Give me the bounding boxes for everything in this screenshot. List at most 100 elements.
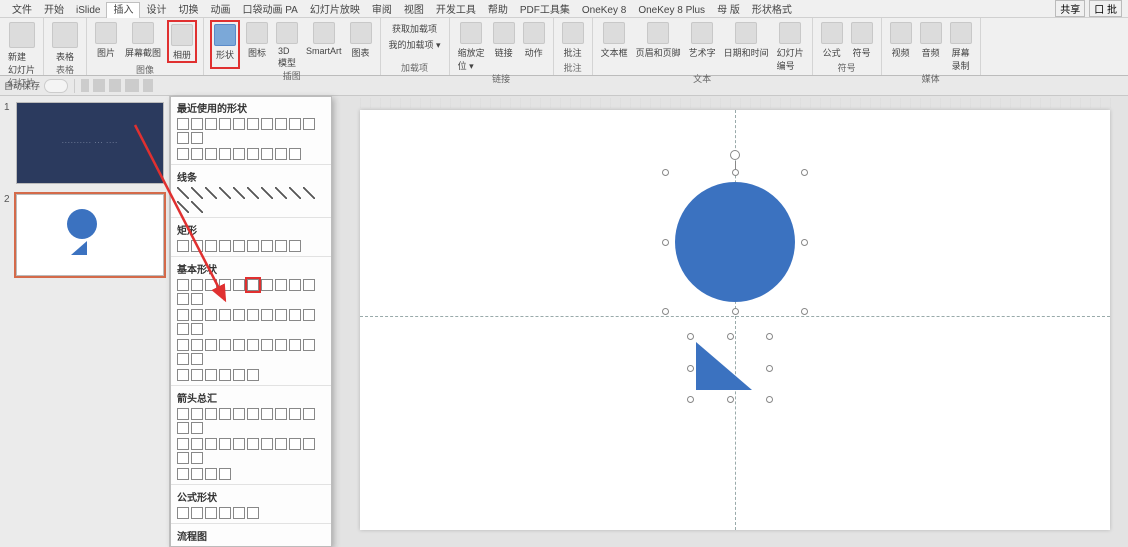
shape-option[interactable] [289,438,301,450]
shape-option[interactable] [247,408,259,420]
shape-option[interactable] [247,240,259,252]
menu-tab[interactable]: 切换 [172,3,204,18]
ribbon-button[interactable]: 文本框 [599,20,630,72]
shape-option[interactable] [303,187,315,199]
shape-option[interactable] [289,309,301,321]
circle-shape-selection[interactable] [665,172,805,312]
shape-option[interactable] [219,187,231,199]
qat-button[interactable] [151,79,153,92]
shape-option[interactable] [177,201,189,213]
ribbon-button[interactable]: 公式 [819,20,845,61]
shape-option[interactable] [177,452,189,464]
shape-option[interactable] [205,279,217,291]
resize-handle[interactable] [766,396,773,403]
shape-option[interactable] [205,187,217,199]
ribbon-button[interactable]: 艺术字 [687,20,718,72]
shape-option[interactable] [177,353,189,365]
shape-option[interactable] [219,369,231,381]
ribbon-button[interactable]: 形状 [210,20,240,69]
rotate-handle[interactable] [730,150,740,160]
shape-option[interactable] [191,438,203,450]
menu-tab[interactable]: 开始 [38,3,70,18]
ribbon-button[interactable]: 动作 [521,20,547,72]
shape-option[interactable] [275,187,287,199]
shape-option[interactable] [233,408,245,420]
shape-option[interactable] [261,408,273,420]
resize-handle[interactable] [687,333,694,340]
shape-option[interactable] [205,118,217,130]
qat-button[interactable] [119,79,121,92]
resize-handle[interactable] [727,333,734,340]
comments-button[interactable]: 口 批 [1089,0,1122,17]
shape-option[interactable] [177,118,189,130]
qat-button[interactable] [103,79,105,92]
ribbon-button[interactable]: 屏幕截图 [123,20,163,63]
shape-option[interactable] [247,507,259,519]
shape-option[interactable] [261,118,273,130]
shape-option[interactable] [191,468,203,480]
shape-option[interactable] [261,309,273,321]
resize-handle[interactable] [766,365,773,372]
shape-option[interactable] [177,240,189,252]
shape-option[interactable] [289,187,301,199]
menu-tab[interactable]: 审阅 [366,3,398,18]
autosave-toggle[interactable] [44,79,68,93]
share-button[interactable]: 共享 [1055,0,1085,17]
shape-option[interactable] [275,240,287,252]
shape-option[interactable] [261,339,273,351]
ribbon-button[interactable]: 相册 [167,20,197,63]
resize-handle[interactable] [662,169,669,176]
resize-handle[interactable] [727,396,734,403]
resize-handle[interactable] [662,239,669,246]
shape-option[interactable] [191,408,203,420]
shape-option[interactable] [219,279,231,291]
shape-option[interactable] [191,452,203,464]
shape-option[interactable] [191,422,203,434]
shape-option[interactable] [191,309,203,321]
shape-option[interactable] [191,339,203,351]
shape-option[interactable] [289,339,301,351]
shape-option[interactable] [177,408,189,420]
shape-option[interactable] [261,148,273,160]
shape-option[interactable] [219,148,231,160]
shape-option[interactable] [303,408,315,420]
shape-option[interactable] [247,148,259,160]
menu-tab[interactable]: 开发工具 [430,3,482,18]
ribbon-button[interactable]: 获取加载项 [387,20,443,35]
menu-tab[interactable]: 形状格式 [746,3,798,18]
shape-option[interactable] [233,339,245,351]
ribbon-button[interactable]: SmartArt [304,20,344,69]
shape-option[interactable] [247,369,259,381]
menu-tab[interactable]: 动画 [204,3,236,18]
ribbon-button[interactable]: 页眉和页脚 [634,20,683,72]
shape-option[interactable] [177,148,189,160]
resize-handle[interactable] [801,169,808,176]
shape-option[interactable] [289,240,301,252]
shape-option[interactable] [233,187,245,199]
ribbon-button[interactable]: 视频 [888,20,914,72]
resize-handle[interactable] [732,169,739,176]
shape-option[interactable] [205,240,217,252]
shape-option[interactable] [205,148,217,160]
shape-option[interactable] [177,309,189,321]
shape-option[interactable] [177,132,189,144]
shape-option[interactable] [219,240,231,252]
ribbon-button[interactable]: 链接 [491,20,517,72]
shape-option[interactable] [177,293,189,305]
shape-option[interactable] [261,279,273,291]
shape-option[interactable] [275,148,287,160]
menu-tab[interactable]: PDF工具集 [514,3,576,18]
ribbon-button[interactable]: 批注 [560,20,586,61]
shape-option[interactable] [303,438,315,450]
shape-option[interactable] [177,438,189,450]
shape-option[interactable] [205,438,217,450]
shape-option[interactable] [233,369,245,381]
qat-button[interactable] [87,79,89,92]
shape-option[interactable] [191,118,203,130]
menu-tab[interactable]: 帮助 [482,3,514,18]
shape-option[interactable] [191,201,203,213]
menu-tab[interactable]: OneKey 8 Plus [632,3,711,18]
shape-option[interactable] [275,118,287,130]
shape-option[interactable] [233,309,245,321]
shape-option[interactable] [177,187,189,199]
